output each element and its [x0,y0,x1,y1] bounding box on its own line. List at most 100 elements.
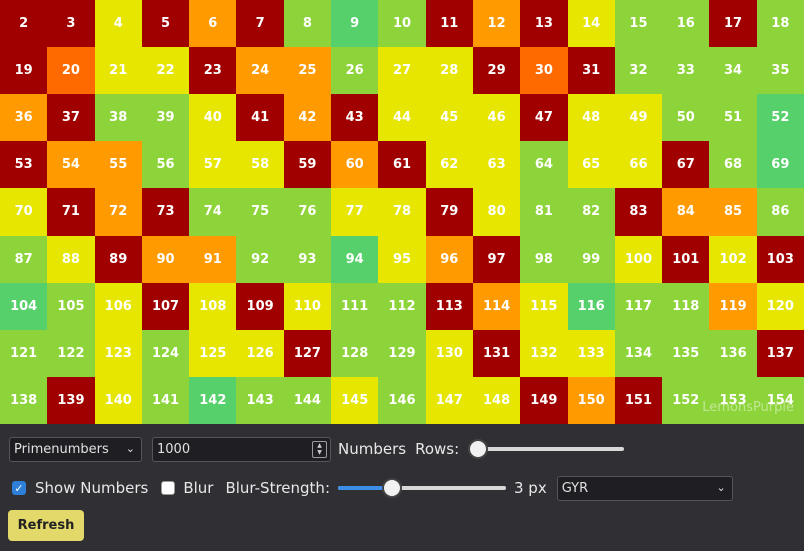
grid-cell: 111 [331,282,379,330]
grid-cell: 102 [709,235,757,283]
grid-cell: 92 [236,235,284,283]
grid-cell: 152 [662,376,710,424]
grid-cell: 25 [283,47,332,95]
grid-cell: 65 [567,141,615,189]
grid-cell: 110 [283,282,332,330]
grid-cell: 48 [567,94,615,142]
grid-cell: 9 [331,0,379,48]
grid-cell: 149 [520,376,568,424]
grid-cell: 62 [425,141,473,189]
grid-cell: 39 [141,94,190,142]
grid-cell: 58 [236,141,284,189]
grid-cell: 113 [425,282,473,330]
grid-cell: 117 [614,282,663,330]
grid-cell: 107 [141,282,190,330]
grid-cell: 17 [709,0,757,48]
grid-cell: 130 [425,329,473,377]
grid-cell: 81 [520,188,568,236]
grid-cell: 126 [236,329,284,377]
refresh-button[interactable]: Refresh [8,510,84,541]
grid-cell: 129 [378,329,426,377]
blur-strength-slider[interactable] [338,478,506,498]
grid-cell: 72 [94,188,142,236]
grid-cell: 150 [567,376,615,424]
grid-cell: 100 [614,235,663,283]
numbers-label: Numbers [338,440,407,458]
stepper-icon[interactable]: ▲ ▼ [312,440,327,458]
grid-cell: 131 [472,329,521,377]
grid-cell: 77 [331,188,379,236]
grid-cell: 67 [662,141,710,189]
controls-row-1: Primenumbers ⌄ 1000 ▲ ▼ Numbers Rows: [9,436,625,462]
grid-cell: 142 [189,376,237,424]
palette-select-value: GYR [561,480,589,496]
grid-cell: 38 [94,94,142,142]
grid-cell: 104 [0,282,48,330]
grid-cell: 41 [236,94,284,142]
grid-cell: 50 [662,94,710,142]
grid-cell: 4 [94,0,142,48]
grid-cell: 34 [709,47,757,95]
grid-cell: 40 [189,94,237,142]
grid-cell: 69 [756,141,804,189]
count-input[interactable]: 1000 ▲ ▼ [152,436,331,462]
watermark: LemonsPurple [702,400,794,415]
grid-cell: 31 [567,47,615,95]
grid-cell: 114 [472,282,521,330]
grid-cell: 94 [331,235,379,283]
sequence-select[interactable]: Primenumbers ⌄ [9,436,142,462]
grid-cell: 54 [47,141,95,189]
grid-cell: 24 [236,47,284,95]
grid-cell: 80 [472,188,521,236]
grid-cell: 53 [0,141,48,189]
grid-cell: 63 [472,141,521,189]
grid-cell: 83 [614,188,663,236]
rows-slider-thumb[interactable] [468,439,489,459]
grid-cell: 27 [378,47,426,95]
grid-cell: 86 [756,188,804,236]
grid-cell: 78 [378,188,426,236]
grid-cell: 7 [236,0,284,48]
grid-cell: 35 [756,47,804,95]
grid-cell: 151 [614,376,663,424]
grid-cell: 52 [756,94,804,142]
grid-cell: 109 [236,282,284,330]
grid-cell: 153 [709,376,757,424]
grid-cell: 115 [520,282,568,330]
blur-strength-label: Blur-Strength: [225,479,330,497]
grid-cell: 46 [472,94,521,142]
grid-cell: 116 [567,282,615,330]
grid-cell: 99 [567,235,615,283]
grid-cell: 32 [614,47,663,95]
grid-cell: 37 [47,94,95,142]
grid-cell: 71 [47,188,95,236]
grid-cell: 144 [283,376,332,424]
grid-cell: 121 [0,329,48,377]
palette-select[interactable]: GYR ⌄ [556,475,733,501]
show-numbers-checkbox[interactable]: ✓ [12,481,26,495]
grid-cell: 13 [520,0,568,48]
grid-cell: 136 [709,329,757,377]
grid-cell: 8 [283,0,332,48]
grid-cell: 93 [283,235,332,283]
grid-cell: 30 [520,47,568,95]
grid-cell: 10 [378,0,426,48]
grid-cell: 134 [614,329,663,377]
sequence-select-value: Primenumbers [14,441,109,457]
grid-cell: 95 [378,235,426,283]
blur-slider-thumb[interactable] [381,478,402,498]
grid-cell: 22 [141,47,190,95]
rows-slider[interactable] [468,439,625,459]
grid-cell: 140 [94,376,142,424]
grid-cell: 2 [0,0,48,48]
grid-cell: 141 [141,376,190,424]
grid-cell: 143 [236,376,284,424]
grid-cell: 123 [94,329,142,377]
grid-cell: 91 [189,235,237,283]
blur-checkbox[interactable] [161,481,176,495]
grid-cell: 101 [662,235,710,283]
grid-cell: 133 [567,329,615,377]
grid-cell: 23 [189,47,237,95]
grid-cell: 75 [236,188,284,236]
grid-cell: 105 [47,282,95,330]
